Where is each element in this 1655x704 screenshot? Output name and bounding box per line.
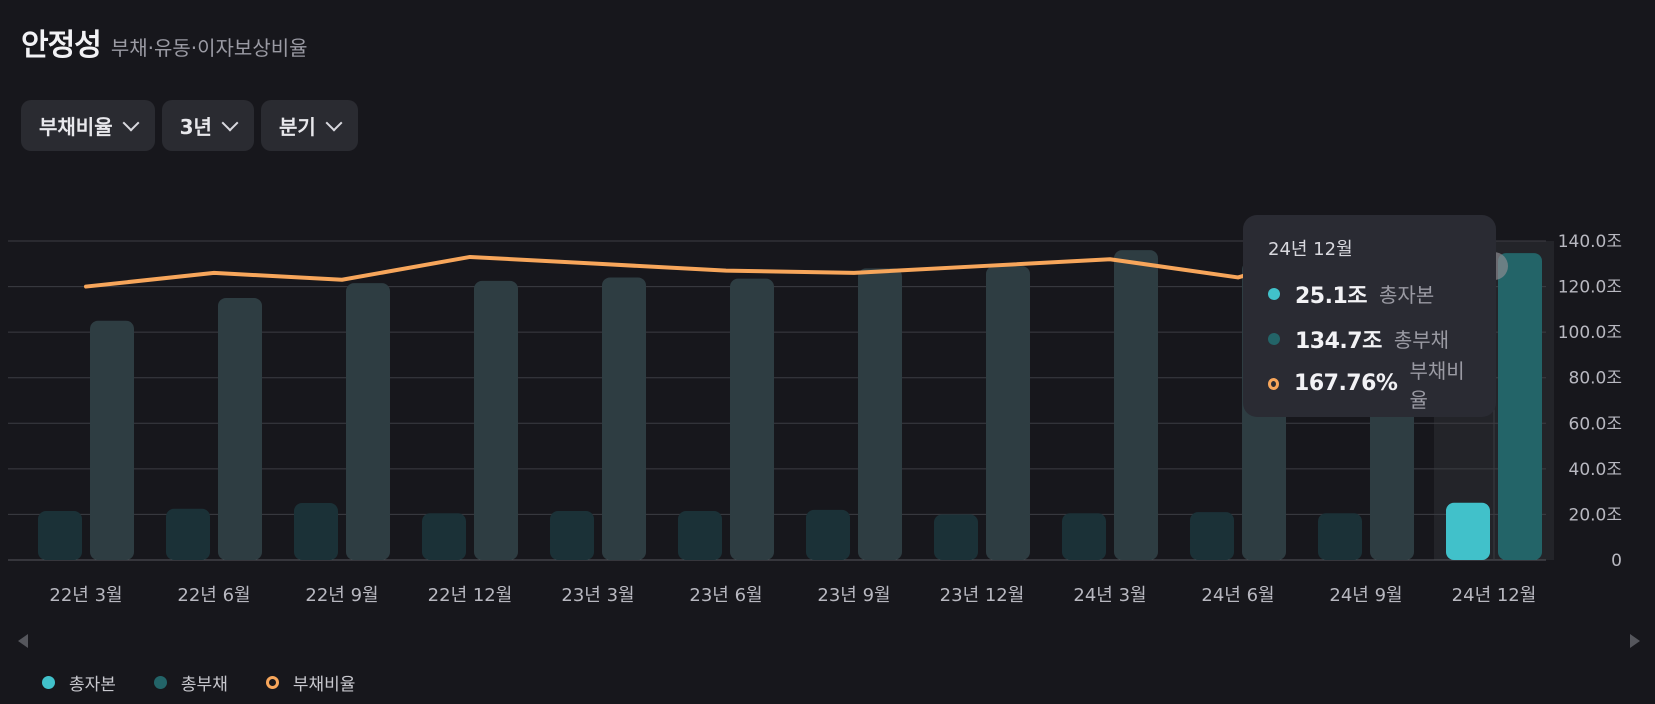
page-title: 안정성: [21, 28, 102, 63]
legend-item-capital[interactable]: 총자본: [42, 670, 116, 695]
debt-bar: [474, 280, 518, 560]
legend-item-debt[interactable]: 총부채: [153, 670, 228, 695]
x-tick-label: 23년 12월: [940, 585, 1025, 606]
capital-bar: [806, 509, 850, 560]
y-tick-label: 100.0조: [1558, 323, 1622, 343]
metric-dropdown-label: 부채비율: [39, 115, 113, 139]
x-tick-label: 24년 3월: [1073, 585, 1146, 606]
debt-bar: [602, 277, 646, 560]
tooltip-debt-value: 134.7조: [1295, 328, 1382, 354]
legend-debt-label: 총부채: [180, 675, 228, 695]
period-dropdown-label: 3년: [179, 115, 212, 139]
scroll-left-arrow-icon[interactable]: [18, 634, 28, 648]
filter-bar: 부채비율 3년 분기: [21, 100, 358, 151]
chart-tooltip: 24년 12월 25.1조 총자본 134.7조 총부채 167.76% 부채비…: [1243, 215, 1496, 417]
capital-bar: [550, 511, 594, 560]
tooltip-debt-name: 총부채: [1393, 328, 1450, 352]
capital-bar: [1062, 513, 1106, 560]
capital-bar: [166, 508, 210, 560]
capital-bar: [1190, 512, 1234, 560]
y-tick-label: 60.0조: [1569, 414, 1623, 434]
debt-dot-icon: [1268, 332, 1280, 345]
capital-bar: [678, 511, 722, 560]
x-tick-label: 24년 6월: [1201, 585, 1274, 606]
debt-bar: [346, 283, 390, 560]
legend-item-ratio[interactable]: 부채비율: [265, 670, 356, 695]
section-header: 안정성 부채·유동·이자보상비율: [21, 20, 308, 64]
x-tick-label: 23년 6월: [689, 585, 762, 606]
debt-bar: [218, 297, 262, 560]
x-tick-label: 22년 12월: [428, 585, 513, 606]
capital-dot-icon: [1268, 287, 1280, 300]
y-tick-label: 120.0조: [1558, 278, 1622, 298]
x-tick-label: 22년 6월: [177, 585, 250, 606]
tooltip-ratio-value: 167.76%: [1294, 371, 1398, 396]
capital-bar: [1318, 513, 1362, 560]
tooltip-row-capital: 25.1조 총자본: [1268, 271, 1471, 316]
y-tick-label: 80.0조: [1569, 369, 1623, 389]
legend-ratio-label: 부채비율: [292, 675, 356, 695]
debt-bar: [90, 320, 134, 560]
debt-dot-icon: [153, 676, 167, 689]
y-tick-label: 40.0조: [1569, 460, 1623, 480]
capital-bar: [934, 514, 978, 560]
debt-bar: [1114, 250, 1158, 560]
interval-dropdown[interactable]: 분기: [260, 100, 358, 151]
chart-legend: 총자본 총부채 부채비율: [42, 670, 355, 695]
tooltip-row-debt: 134.7조 총부채: [1268, 316, 1471, 361]
tooltip-date: 24년 12월: [1268, 239, 1353, 260]
metric-dropdown[interactable]: 부채비율: [21, 100, 155, 151]
x-tick-label: 23년 3월: [561, 585, 634, 606]
x-tick-label: 22년 9월: [305, 585, 378, 606]
tooltip-ratio-name: 부채비율: [1409, 358, 1465, 412]
interval-dropdown-label: 분기: [278, 115, 316, 139]
x-tick-label: 22년 3월: [49, 585, 122, 606]
x-tick-label: 23년 9월: [817, 585, 890, 606]
debt-bar: [986, 266, 1030, 560]
tooltip-capital-name: 총자본: [1379, 283, 1435, 307]
scroll-right-arrow-icon[interactable]: [1630, 634, 1640, 648]
capital-bar: [1446, 502, 1490, 560]
legend-capital-label: 총자본: [69, 675, 116, 695]
tooltip-capital-value: 25.1조: [1295, 283, 1368, 309]
x-tick-label: 24년 9월: [1329, 585, 1402, 606]
x-tick-label: 24년 12월: [1452, 585, 1537, 606]
capital-bar: [38, 511, 82, 560]
page-subtitle: 부채·유동·이자보상비율: [110, 36, 308, 60]
ratio-ring-icon: [1268, 377, 1280, 390]
tooltip-row-ratio: 167.76% 부채비율: [1268, 359, 1471, 412]
capital-dot-icon: [42, 676, 55, 689]
ratio-ring-icon: [265, 676, 279, 689]
y-tick-label: 20.0조: [1569, 505, 1623, 525]
debt-bar: [730, 278, 774, 560]
y-tick-label: 140.0조: [1558, 232, 1622, 252]
period-dropdown[interactable]: 3년: [161, 100, 254, 151]
capital-bar: [294, 503, 338, 560]
y-tick-label: 0: [1611, 551, 1622, 571]
capital-bar: [422, 513, 466, 560]
debt-bar: [858, 268, 902, 560]
debt-bar: [1498, 253, 1542, 561]
